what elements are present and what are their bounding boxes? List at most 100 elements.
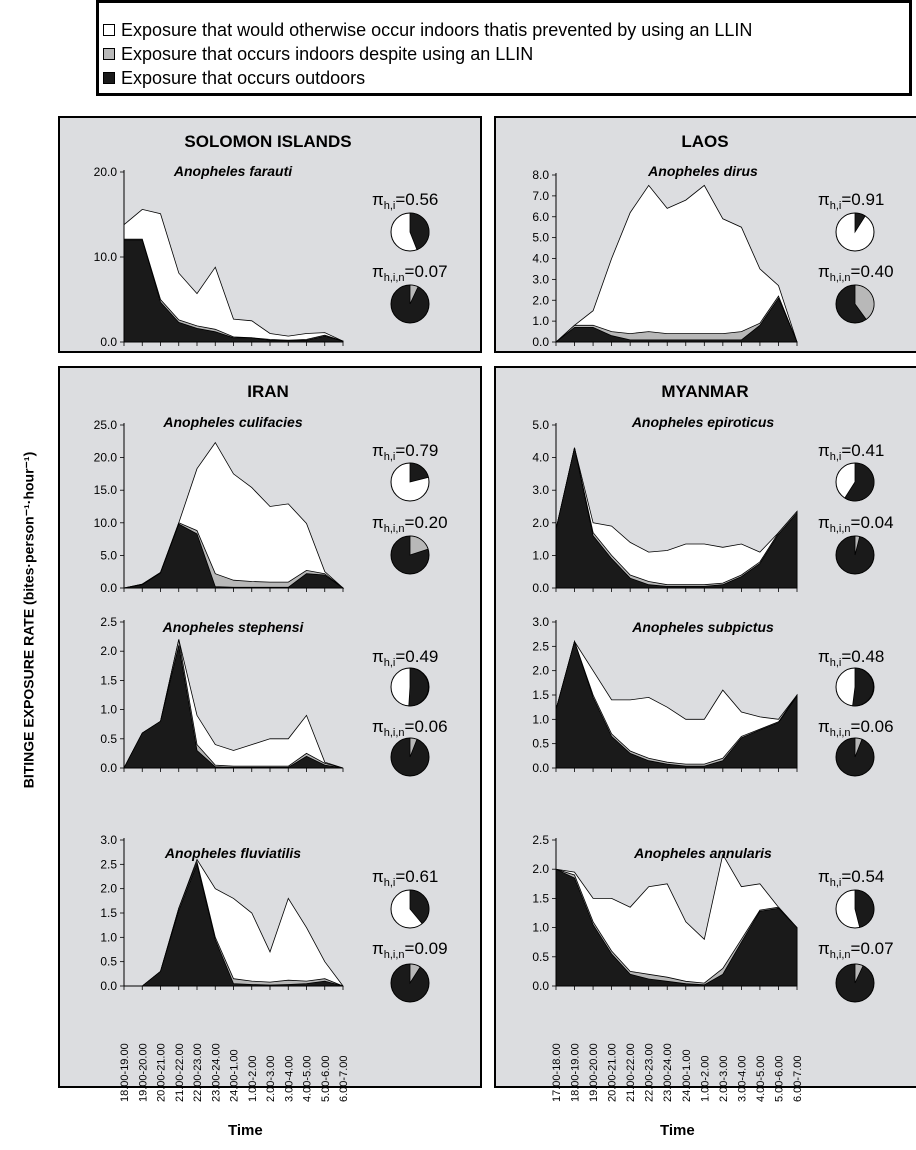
y-tick-label-myanmar-annularis: 1.0 <box>532 921 549 935</box>
pie-hin-myanmar-subpictus-slice <box>854 737 863 758</box>
pi-hi-label-iran-stephensi: πh,i=0.49 <box>372 647 438 669</box>
y-tick-label-iran-stephensi: 1.5 <box>100 673 117 687</box>
y-tick-label-myanmar-subpictus: 3.0 <box>532 615 549 629</box>
y-tick-label-iran-fluviatilis: 3.0 <box>100 833 117 847</box>
region-title-iran: IRAN <box>247 382 289 401</box>
y-tick-label-iran-fluviatilis: 0.5 <box>100 955 117 969</box>
pie-hin-iran-culifacies-slice <box>409 535 429 556</box>
x-tick-label-left-9: 3.00-4.00 <box>283 1056 295 1102</box>
x-tick-label-left-12: 6.00-7.00 <box>338 1056 350 1102</box>
y-tick-label-iran-stephensi: 2.5 <box>100 615 117 629</box>
pi-hin-label-myanmar-subpictus: πh,i,n=0.06 <box>818 717 894 739</box>
y-tick-label-iran-culifacies: 0.0 <box>100 581 117 595</box>
x-tick-label-left-5: 23.00-24.00 <box>210 1043 222 1102</box>
pie-hi-myanmar-epiroticus-slice <box>844 462 875 502</box>
y-tick-label-myanmar-annularis: 1.5 <box>532 891 549 905</box>
pie-hi-laos-dirus-slice <box>854 212 866 234</box>
legend-item-outdoors: Exposure that occurs outdoors <box>103 67 365 89</box>
x-tick-label-right-10: 3.00-4.00 <box>736 1056 748 1102</box>
x-tick-label-right-1: 18.00-19.00 <box>570 1043 582 1102</box>
y-tick-label-iran-culifacies: 20.0 <box>94 451 118 465</box>
pi-hi-label-iran-fluviatilis: πh,i=0.61 <box>372 867 438 889</box>
x-tick-label-left-3: 21.00-22.00 <box>174 1043 186 1102</box>
y-tick-label-myanmar-annularis: 2.5 <box>532 833 549 847</box>
y-tick-label-myanmar-epiroticus: 5.0 <box>532 418 549 432</box>
y-tick-label-myanmar-subpictus: 2.0 <box>532 664 549 678</box>
pi-hin-label-iran-fluviatilis: πh,i,n=0.09 <box>372 939 448 961</box>
y-tick-label-laos-dirus: 0.0 <box>532 335 549 349</box>
y-tick-label-myanmar-subpictus: 1.0 <box>532 712 549 726</box>
legend-swatch-white <box>103 24 115 36</box>
pie-hi-iran-fluviatilis-slice <box>409 889 430 925</box>
x-tick-label-right-7: 24.00-1.00 <box>681 1049 693 1102</box>
pi-hin-label-iran-culifacies: πh,i,n=0.20 <box>372 513 448 535</box>
legend-item-indoors: Exposure that occurs indoors despite usi… <box>103 43 533 65</box>
x-tick-label-right-11: 4.00-5.00 <box>755 1056 767 1102</box>
species-title-myanmar-annularis: Anopheles annularis <box>633 845 772 861</box>
area-prevented-solomon-islands-farauti <box>123 208 344 343</box>
legend-label-indoors: Exposure that occurs indoors despite usi… <box>121 44 534 64</box>
y-tick-label-iran-fluviatilis: 1.5 <box>100 906 117 920</box>
pi-hin-label-laos-dirus: πh,i,n=0.40 <box>818 262 894 284</box>
y-tick-label-myanmar-subpictus: 0.0 <box>532 761 549 775</box>
area-outdoors-iran-fluviatilis <box>124 862 344 987</box>
pie-hi-iran-culifacies-slice <box>409 462 429 483</box>
x-tick-label-right-13: 6.00-7.00 <box>792 1056 804 1102</box>
legend-label-prevented: Exposure that would otherwise occur indo… <box>121 20 753 40</box>
x-tick-label-right-5: 22.00-23.00 <box>644 1043 656 1102</box>
pi-hi-label-myanmar-annularis: πh,i=0.54 <box>818 867 884 889</box>
species-title-iran-fluviatilis: Anopheles fluviatilis <box>164 845 301 861</box>
x-tick-label-left-2: 20.00-21.00 <box>156 1043 168 1102</box>
pi-hi-label-myanmar-subpictus: πh,i=0.48 <box>818 647 884 669</box>
pi-hin-label-iran-stephensi: πh,i,n=0.06 <box>372 717 448 739</box>
pie-hin-laos-dirus-slice <box>854 284 875 320</box>
area-outdoors-myanmar-subpictus <box>555 640 798 769</box>
region-title-laos: LAOS <box>681 132 728 151</box>
y-tick-label-laos-dirus: 8.0 <box>532 168 549 182</box>
x-tick-label-left-11: 5.00-6.00 <box>320 1056 332 1102</box>
x-tick-label-left-8: 2.00-3.00 <box>265 1056 277 1102</box>
area-outdoors-iran-culifacies <box>123 523 345 589</box>
y-tick-label-solomon-islands-farauti: 10.0 <box>94 250 118 264</box>
x-tick-label-left-0: 18.00-19.00 <box>119 1043 131 1102</box>
y-tick-label-iran-stephensi: 0.0 <box>100 761 117 775</box>
species-title-myanmar-epiroticus: Anopheles epiroticus <box>631 414 775 430</box>
y-tick-label-laos-dirus: 4.0 <box>532 252 549 266</box>
y-tick-label-iran-stephensi: 2.0 <box>100 644 117 658</box>
y-tick-label-iran-fluviatilis: 1.0 <box>100 930 117 944</box>
x-tick-label-right-2: 19.00-20.00 <box>588 1043 600 1102</box>
species-title-solomon-islands-farauti: Anopheles farauti <box>173 163 293 179</box>
x-tick-label-right-12: 5.00-6.00 <box>773 1056 785 1102</box>
y-tick-label-laos-dirus: 1.0 <box>532 314 549 328</box>
area-outdoors-myanmar-annularis <box>555 868 798 987</box>
region-title-solomon-islands: SOLOMON ISLANDS <box>184 132 351 151</box>
y-tick-label-iran-culifacies: 10.0 <box>94 516 118 530</box>
pi-hin-label-myanmar-epiroticus: πh,i,n=0.04 <box>818 513 894 535</box>
x-tick-label-left-4: 22.00-23.00 <box>192 1043 204 1102</box>
y-tick-label-laos-dirus: 6.0 <box>532 210 549 224</box>
area-outdoors-solomon-islands-farauti <box>123 239 344 343</box>
pie-hi-myanmar-subpictus-slice <box>852 667 874 707</box>
area-prevented-myanmar-subpictus <box>555 640 798 769</box>
y-tick-label-myanmar-epiroticus: 4.0 <box>532 451 549 465</box>
pie-hin-myanmar-annularis-slice <box>854 963 864 984</box>
pie-hi-solomon-islands-farauti-slice <box>409 212 430 251</box>
legend-label-outdoors: Exposure that occurs outdoors <box>121 68 366 88</box>
y-tick-label-myanmar-epiroticus: 2.0 <box>532 516 549 530</box>
pie-hin-iran-fluviatilis-slice <box>409 963 421 985</box>
x-tick-label-right-0: 17.00-18.00 <box>551 1043 563 1102</box>
species-title-iran-culifacies: Anopheles culifacies <box>162 414 302 430</box>
pi-hi-label-iran-culifacies: πh,i=0.79 <box>372 441 438 463</box>
x-tick-label-right-4: 21.00-22.00 <box>625 1043 637 1102</box>
pie-hi-iran-stephensi-slice <box>408 667 429 707</box>
x-tick-label-right-9: 2.00-3.00 <box>718 1056 730 1102</box>
area-prevented-iran-culifacies <box>123 441 345 589</box>
y-tick-label-laos-dirus: 7.0 <box>532 189 549 203</box>
y-tick-label-myanmar-epiroticus: 3.0 <box>532 483 549 497</box>
x-tick-label-right-6: 23.00-24.00 <box>662 1043 674 1102</box>
x-tick-label-left-10: 4.00-5.00 <box>302 1056 314 1102</box>
x-tick-label-right-8: 1.00-2.00 <box>699 1056 711 1102</box>
y-tick-label-iran-fluviatilis: 2.0 <box>100 882 117 896</box>
x-tick-label-right-3: 20.00-21.00 <box>607 1043 619 1102</box>
